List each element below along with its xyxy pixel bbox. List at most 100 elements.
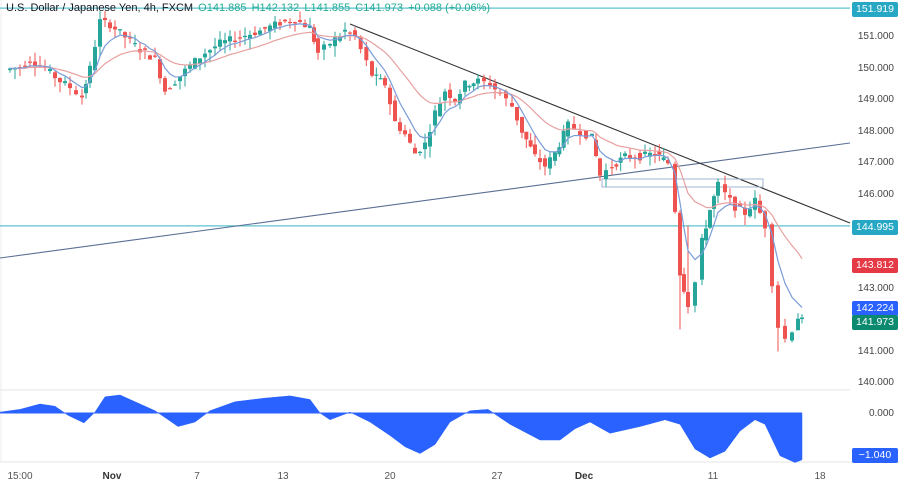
candle-body bbox=[58, 78, 62, 83]
last-price-tag: 141.973 bbox=[852, 315, 898, 330]
candle-body bbox=[800, 317, 804, 320]
candle-body bbox=[458, 93, 462, 104]
candle-body bbox=[133, 43, 137, 45]
candle-body bbox=[716, 181, 720, 196]
candle-body bbox=[8, 68, 12, 71]
rising-trendline bbox=[0, 142, 851, 259]
candle-body bbox=[476, 78, 480, 84]
candle-body bbox=[248, 34, 252, 39]
candle-body bbox=[653, 153, 657, 156]
candle-body bbox=[524, 131, 529, 140]
candle-body bbox=[528, 140, 533, 147]
candle-body bbox=[74, 90, 78, 95]
candle-body bbox=[208, 50, 212, 53]
candle-body bbox=[68, 83, 72, 89]
candle-body bbox=[388, 87, 392, 105]
candle-body bbox=[594, 139, 598, 156]
price-tick: 150.000 bbox=[857, 63, 894, 74]
candle-body bbox=[322, 44, 326, 50]
candle-body bbox=[748, 209, 752, 217]
ohlc-low: L141.855 bbox=[304, 2, 351, 14]
candle-body bbox=[288, 21, 292, 24]
candle-body bbox=[428, 132, 432, 147]
candle-body bbox=[153, 55, 157, 57]
oscillator-histogram-area bbox=[0, 394, 803, 463]
candle-body bbox=[108, 22, 112, 29]
candle-body bbox=[123, 32, 127, 38]
ohlc-open: O141.885 bbox=[198, 2, 247, 14]
candle-body bbox=[293, 22, 297, 24]
fast-ema-line bbox=[9, 23, 803, 308]
candle-body bbox=[743, 207, 747, 215]
candle-body bbox=[638, 152, 642, 161]
candle-body bbox=[403, 130, 407, 135]
candle-body bbox=[548, 157, 552, 169]
candle-body bbox=[614, 164, 619, 167]
candle-body bbox=[770, 224, 774, 287]
price-tick: 148.000 bbox=[857, 126, 894, 137]
candle-body bbox=[693, 282, 697, 306]
candle-body bbox=[84, 83, 88, 94]
candle-body bbox=[312, 27, 316, 42]
candle-body bbox=[213, 46, 217, 49]
candle-body bbox=[378, 78, 383, 80]
time-tick: Dec bbox=[574, 471, 594, 482]
candle-body bbox=[708, 210, 712, 228]
time-tick: 27 bbox=[491, 471, 503, 482]
slow-ema-line bbox=[9, 31, 803, 260]
candle-body bbox=[728, 195, 732, 198]
candle-body bbox=[423, 142, 427, 150]
candle-body bbox=[704, 228, 708, 241]
candle-body bbox=[333, 37, 337, 47]
candle-body bbox=[168, 88, 172, 90]
candle-body bbox=[358, 36, 363, 50]
candle-body bbox=[343, 29, 347, 32]
candle-body bbox=[143, 48, 147, 50]
candle-body bbox=[398, 122, 402, 131]
candle-body bbox=[643, 151, 647, 154]
candle-body bbox=[610, 167, 614, 169]
candle-body bbox=[118, 29, 122, 31]
candle-body bbox=[28, 61, 32, 63]
candle-body bbox=[628, 155, 632, 159]
candle-body bbox=[488, 82, 492, 87]
candle-body bbox=[598, 158, 602, 176]
time-tick: 13 bbox=[277, 471, 289, 482]
candle-body bbox=[467, 85, 472, 88]
candle-body bbox=[188, 64, 192, 69]
candle-body bbox=[233, 40, 237, 42]
time-tick: Nov bbox=[102, 471, 122, 482]
oscillator-value-tag: −1.040 bbox=[852, 448, 898, 463]
candle-body bbox=[163, 78, 167, 92]
candle-body bbox=[561, 130, 566, 148]
price-tick: 149.000 bbox=[857, 94, 894, 105]
candle-body bbox=[348, 32, 352, 34]
candle-body bbox=[258, 30, 262, 35]
candle-body bbox=[590, 133, 594, 137]
candle-body bbox=[738, 203, 742, 207]
candle-body bbox=[223, 40, 227, 44]
candle-body bbox=[198, 58, 202, 64]
candle-body bbox=[218, 39, 222, 47]
price-change: +0.088 (+0.06%) bbox=[408, 2, 491, 14]
candle-body bbox=[438, 102, 442, 117]
price-tick: 146.000 bbox=[857, 189, 894, 200]
candle-body bbox=[128, 37, 132, 39]
candle-body bbox=[758, 200, 762, 213]
candle-body bbox=[158, 59, 162, 79]
candle-body bbox=[661, 157, 666, 161]
candle-body bbox=[308, 25, 312, 28]
candle-body bbox=[298, 20, 302, 22]
candle-body bbox=[328, 43, 332, 46]
candle-body bbox=[80, 95, 84, 98]
price-tick: 141.000 bbox=[857, 346, 894, 357]
consolidation-box bbox=[601, 178, 764, 188]
candle-body bbox=[666, 159, 670, 164]
time-tick: 11 bbox=[707, 471, 719, 482]
candle-body bbox=[393, 100, 397, 122]
candle-body bbox=[604, 170, 608, 180]
time-tick: 18 bbox=[814, 471, 826, 482]
candle-body bbox=[228, 36, 232, 42]
candle-body bbox=[364, 47, 369, 61]
